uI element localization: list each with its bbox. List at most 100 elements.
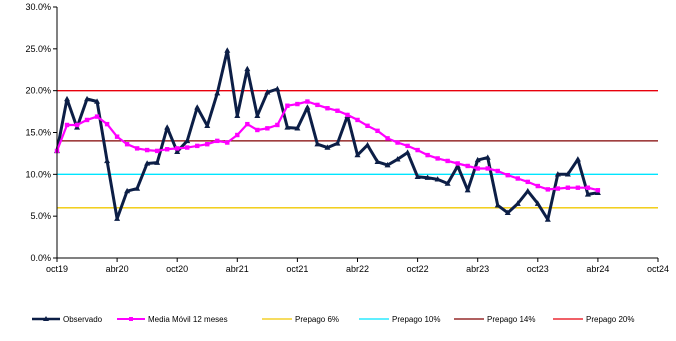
moving-average-point	[225, 140, 230, 145]
moving-average-point	[345, 112, 350, 118]
moving-average-point	[74, 122, 80, 128]
legend-label: Observado	[63, 315, 103, 324]
observed-point	[64, 95, 71, 102]
observed-point	[554, 171, 561, 177]
y-tick-label: 30.0%	[25, 2, 51, 12]
observed-point	[244, 65, 251, 72]
moving-average-point	[215, 138, 220, 144]
observed-point	[264, 89, 271, 95]
observed-point	[194, 104, 201, 110]
moving-average-point	[445, 158, 450, 164]
moving-average-point	[545, 187, 551, 192]
y-axis-ticks: 0.0% 5.0% 10.0% 15.0% 20.0% 25.0% 30.0%	[25, 2, 57, 263]
moving-average-point	[435, 156, 440, 161]
moving-average-point	[465, 163, 470, 169]
observed-point	[354, 151, 361, 158]
moving-average-point	[124, 142, 130, 147]
moving-average-point	[475, 166, 480, 171]
moving-average-point	[94, 114, 100, 119]
y-tick-label: 10.0%	[25, 169, 51, 179]
observed-point	[524, 187, 531, 194]
moving-average-point	[164, 147, 170, 152]
moving-average-point	[275, 122, 280, 128]
legend-marker	[43, 316, 49, 321]
observed-point	[124, 187, 131, 194]
moving-average-point	[144, 147, 150, 153]
moving-average-point	[395, 140, 400, 145]
x-tick-label: oct24	[647, 264, 669, 274]
moving-average-point	[84, 117, 90, 123]
x-tick-label: abr22	[346, 264, 369, 274]
observed-point	[394, 156, 401, 162]
moving-average-point	[154, 148, 160, 154]
moving-average-point	[555, 186, 561, 191]
reference-lines	[57, 90, 658, 209]
moving-average-point	[485, 166, 490, 171]
x-tick-label: oct19	[46, 264, 68, 274]
observed-point	[144, 160, 151, 166]
y-tick-label: 20.0%	[25, 86, 51, 96]
moving-average-point	[305, 99, 310, 104]
moving-average-point	[535, 183, 540, 189]
observed-point	[414, 173, 421, 180]
y-tick-label: 0.0%	[30, 253, 51, 263]
x-tick-label: oct21	[286, 264, 308, 274]
legend-label: Prepago 20%	[586, 315, 634, 324]
moving-average-point	[265, 126, 270, 131]
x-tick-label: oct22	[407, 264, 429, 274]
moving-average-point	[415, 147, 420, 153]
observed-point	[364, 141, 371, 148]
moving-average-point	[245, 121, 250, 127]
moving-average-point	[255, 127, 260, 133]
moving-average-point	[104, 121, 110, 127]
observed-series-line	[55, 49, 599, 221]
moving-average-point	[505, 172, 510, 178]
moving-average-point	[185, 145, 190, 150]
legend-label: Prepago 6%	[295, 315, 339, 324]
legend-item: Prepago 6%	[262, 315, 339, 324]
observed-point	[174, 148, 181, 154]
moving-average-point	[175, 146, 180, 151]
x-tick-label: abr24	[586, 264, 609, 274]
observed-point	[564, 171, 571, 177]
moving-average-point	[375, 128, 380, 134]
moving-average-point	[585, 185, 591, 190]
observed-point	[274, 85, 281, 92]
observed-point	[534, 200, 541, 206]
observed-point	[574, 156, 581, 162]
observed-point	[164, 124, 171, 130]
moving-average-point	[595, 188, 601, 193]
legend-item: Observado	[32, 315, 103, 324]
moving-average-point	[285, 103, 290, 108]
observed-point	[544, 216, 551, 222]
moving-average-point	[195, 143, 200, 149]
observed-point	[514, 200, 521, 206]
legend-item: Prepago 10%	[359, 315, 440, 324]
legend-label: Media Móvil 12 meses	[148, 315, 228, 324]
observed-point	[304, 104, 311, 110]
observed-point	[464, 187, 471, 193]
observed-point	[104, 157, 111, 164]
moving-average-point	[355, 117, 360, 123]
observed-point	[114, 215, 121, 221]
observed-point	[444, 180, 451, 186]
x-tick-label: oct20	[166, 264, 188, 274]
observed-point	[314, 141, 321, 147]
moving-average-point	[365, 123, 370, 129]
observed-point	[284, 124, 291, 130]
observed-point	[94, 98, 101, 104]
observed-point	[404, 149, 411, 155]
series-lines	[54, 47, 601, 222]
observed-point	[214, 89, 221, 96]
observed-point	[384, 161, 391, 168]
y-tick-label: 25.0%	[25, 44, 51, 54]
moving-average-point	[525, 179, 530, 185]
moving-average-point	[315, 102, 320, 108]
observed-point	[204, 122, 211, 129]
x-tick-label: oct23	[527, 264, 549, 274]
observed-point	[294, 125, 301, 131]
y-tick-label: 15.0%	[25, 128, 51, 138]
moving-average-point	[495, 168, 500, 174]
observed-point	[494, 202, 501, 208]
